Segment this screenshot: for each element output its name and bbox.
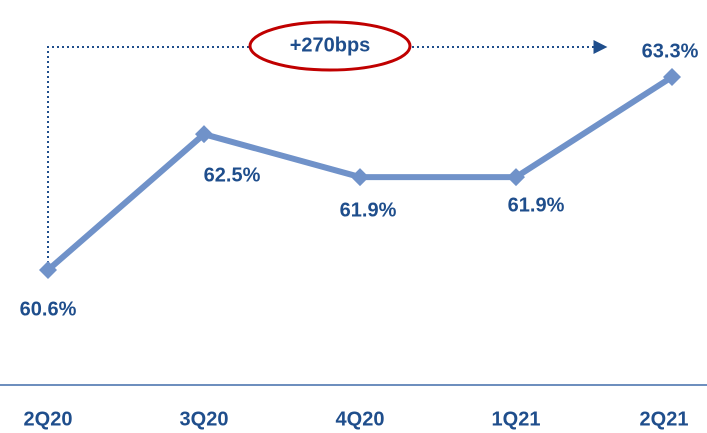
- marker: [351, 168, 369, 187]
- x-tick-label: 2Q21: [640, 408, 689, 430]
- annotation-ellipse: [248, 20, 412, 72]
- x-tick-label: 1Q21: [492, 408, 541, 430]
- marker: [507, 168, 525, 187]
- value-label: 62.5%: [204, 164, 261, 186]
- value-label: 61.9%: [508, 194, 565, 216]
- change-arrow: [47, 40, 608, 268]
- x-tick-label: 4Q20: [336, 408, 385, 430]
- value-label: 61.9%: [340, 199, 397, 221]
- marker: [39, 261, 57, 279]
- marker: [195, 125, 213, 144]
- x-tick-label: 3Q20: [180, 408, 229, 430]
- annotation: +270bps: [290, 34, 371, 56]
- value-label: 60.6%: [20, 298, 77, 320]
- marker: [663, 68, 681, 86]
- value-label: 63.3%: [642, 40, 699, 62]
- x-tick-label: 2Q20: [24, 408, 73, 430]
